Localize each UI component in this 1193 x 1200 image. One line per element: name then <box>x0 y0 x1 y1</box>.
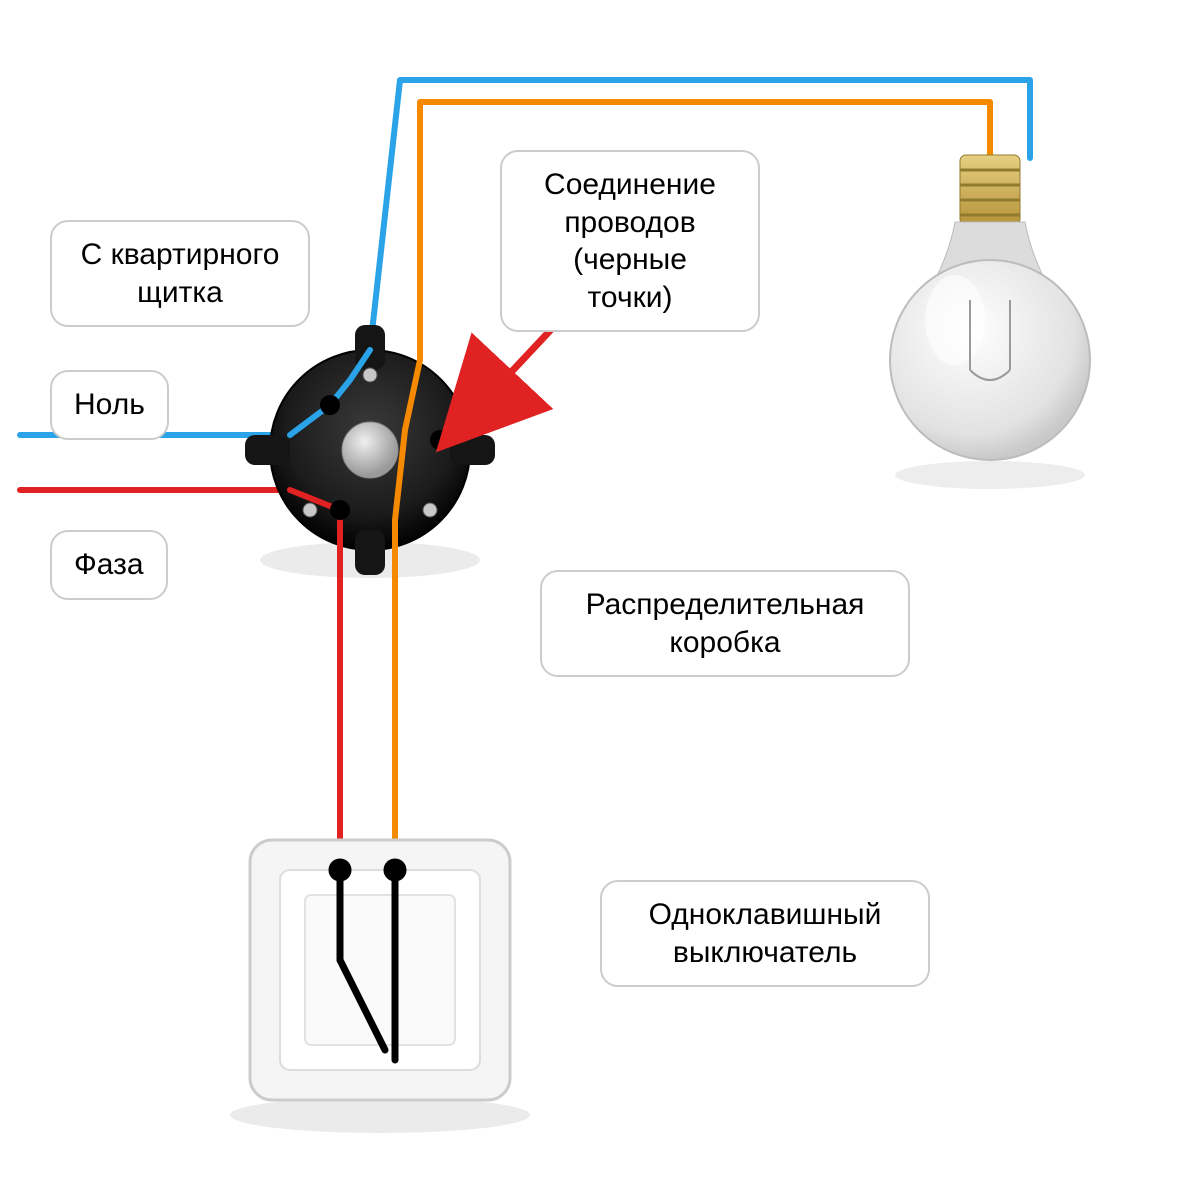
label-junction-box: Распределительнаякоробка <box>540 570 910 677</box>
label-neutral: Ноль <box>50 370 169 440</box>
junction-box <box>245 325 495 578</box>
joints-arrow <box>455 320 560 432</box>
label-panel: С квартирногощитка <box>50 220 310 327</box>
label-phase: Фаза <box>50 530 168 600</box>
diagram-canvas: С квартирногощитка Ноль Фаза Соединениеп… <box>0 0 1193 1200</box>
label-switch: Одноклавишныйвыключатель <box>600 880 930 987</box>
wall-switch <box>230 840 530 1133</box>
label-joints: Соединениепроводов(черныеточки) <box>500 150 760 332</box>
light-bulb <box>890 155 1090 489</box>
